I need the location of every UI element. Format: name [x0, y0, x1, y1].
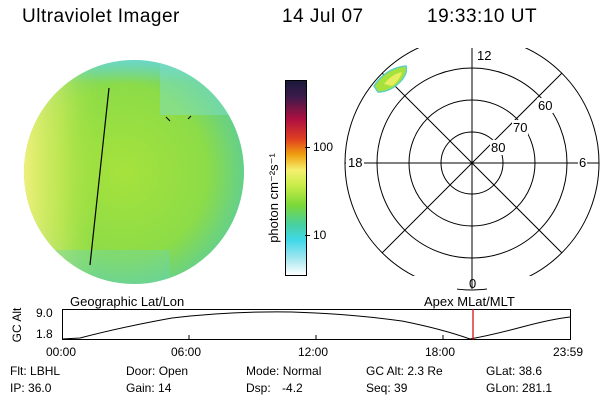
status-value: Normal: [282, 364, 322, 378]
status-mode: Mode: Normal: [246, 364, 321, 378]
status-value: Open: [158, 364, 189, 378]
terminator-line: [89, 87, 110, 266]
observation-date: 14 Jul 07: [282, 6, 364, 27]
lat-label-70: 70: [512, 120, 529, 135]
status-key: IP:: [10, 381, 25, 395]
polar-mask: [340, 276, 600, 293]
status-value: 281.1: [522, 381, 553, 395]
auroral-patch-core: [384, 72, 402, 86]
observation-time: 19:33:10 UT: [427, 6, 538, 27]
time-tick-0000: 00:00: [46, 345, 77, 359]
time-tick-1800: 18:00: [425, 345, 456, 359]
colorbar-unit-label: photon cm⁻²s⁻¹: [266, 153, 281, 243]
status-key: Gain:: [126, 381, 155, 395]
altitude-curve: [62, 311, 571, 340]
status-value: 2.3 Re: [407, 364, 443, 378]
earth-uv-image: [24, 60, 244, 284]
status-value: LBHL: [30, 364, 61, 378]
status-key: GLon:: [486, 381, 519, 395]
mlt-label-noon: 12: [475, 48, 494, 63]
status-gc-alt: GC Alt: 2.3 Re: [366, 364, 443, 378]
instrument-title: Ultraviolet Imager: [22, 6, 180, 27]
mlt-diagonal: [381, 72, 563, 254]
gc-alt-tick-low: 1.8: [36, 327, 53, 341]
status-key: Door:: [126, 364, 156, 378]
colorbar-tick-label: 100: [313, 140, 334, 154]
status-glat: GLat: 38.6: [486, 364, 542, 378]
status-key: Flt:: [10, 364, 27, 378]
status-filter: Flt: LBHL: [10, 364, 60, 378]
colorbar-tick: [305, 235, 310, 236]
status-key: GC Alt:: [366, 364, 405, 378]
gc-alt-tick-high: 9.0: [36, 306, 53, 320]
time-tick-1200: 12:00: [298, 345, 329, 359]
status-gain: Gain: 14: [126, 381, 171, 395]
status-key: Seq:: [366, 381, 391, 395]
status-value: 14: [158, 381, 172, 395]
status-glon: GLon: 281.1: [486, 381, 552, 395]
apex-title: Apex MLat/MLT: [424, 294, 515, 309]
lat-label-80: 80: [490, 140, 507, 155]
gc-alt-axis-label: GC Alt: [10, 307, 24, 343]
time-tick-2359: 23:59: [553, 345, 584, 359]
status-seq: Seq: 39: [366, 381, 407, 395]
status-key: Dsp:: [246, 381, 271, 395]
status-dsp: Dsp: -4.2: [246, 381, 303, 395]
status-value: 36.0: [28, 381, 52, 395]
status-key: Mode:: [246, 364, 280, 378]
status-ip: IP: 36.0: [10, 381, 51, 395]
colorbar: [285, 80, 307, 276]
colorbar-tick-label: 10: [313, 228, 327, 242]
mlt-label-midnight: 0: [469, 276, 477, 291]
mlt-label-dusk: 18: [346, 155, 365, 170]
status-door: Door: Open: [126, 364, 188, 378]
status-key: GLat:: [486, 364, 516, 378]
orbit-altitude-plot: [62, 309, 571, 340]
lat-label-60: 60: [537, 98, 554, 113]
geographic-title: Geographic Lat/Lon: [70, 294, 185, 309]
time-tick-0600: 06:00: [171, 345, 202, 359]
coast-marks: [165, 115, 192, 122]
polar-mlat-mlt-plot: [340, 48, 600, 293]
status-value: -4.2: [282, 381, 303, 395]
status-value: 39: [394, 381, 408, 395]
mlt-label-dawn: 6: [578, 155, 588, 170]
status-value: 38.6: [518, 364, 543, 378]
colorbar-tick: [305, 147, 310, 148]
